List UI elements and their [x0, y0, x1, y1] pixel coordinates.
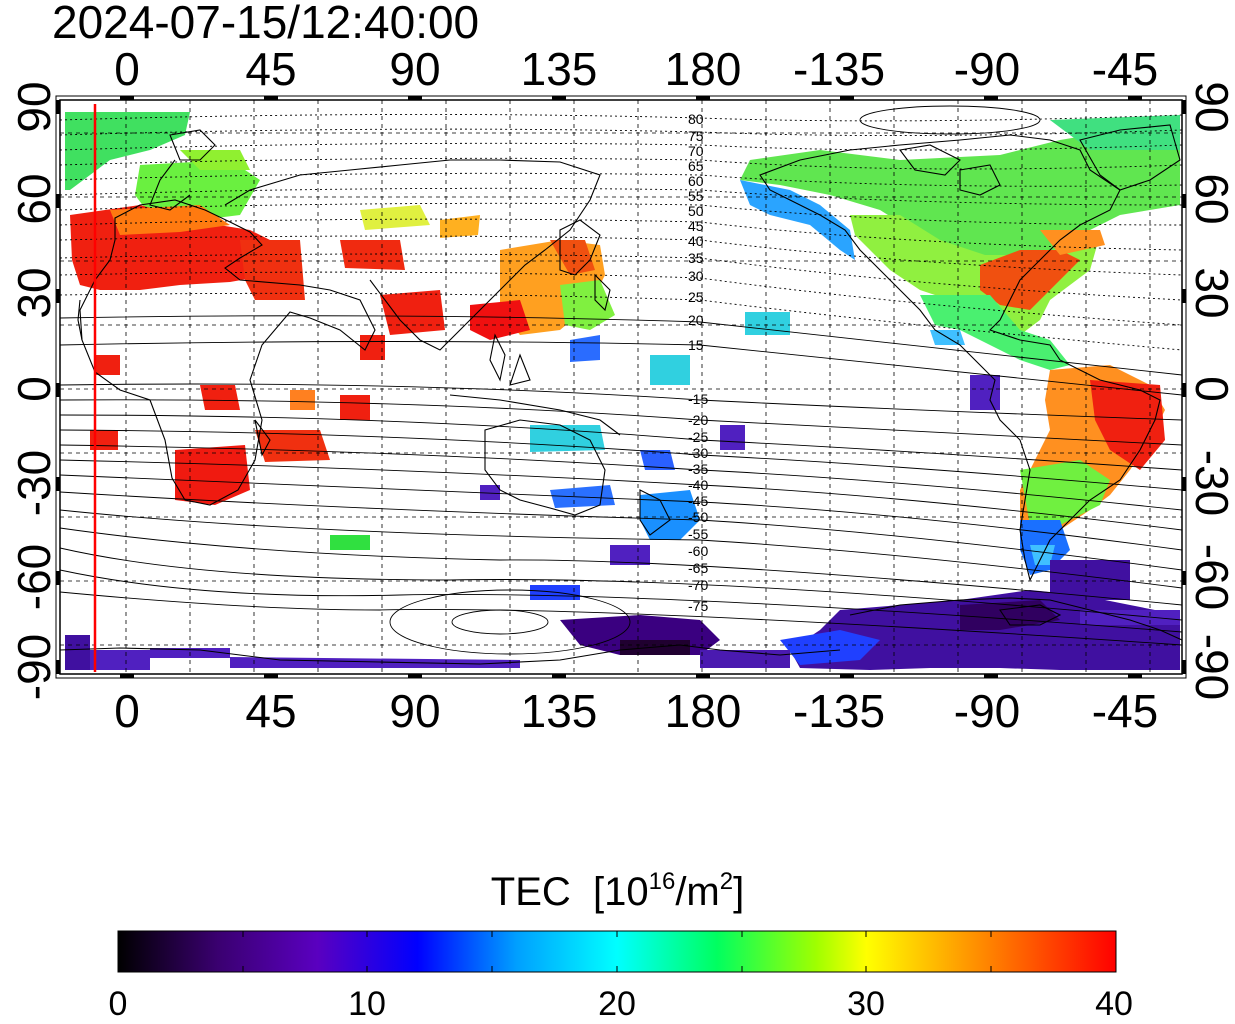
- lon-tick-bottom-45: 45: [245, 685, 297, 737]
- lon-tick-top-135: 135: [520, 43, 598, 95]
- contour-label-n80: 80: [688, 111, 704, 127]
- lon-tick-top-90: 90: [389, 43, 441, 95]
- lat-tick-left-0: 0: [8, 376, 60, 402]
- lon-tick-top-minus90: -90: [953, 43, 1021, 95]
- colorbar-ticks: [242, 931, 992, 972]
- colorbar-tick-label-10: 10: [348, 985, 386, 1023]
- lat-tick-left-60: 60: [8, 173, 60, 225]
- contour-label-s70: -70: [688, 577, 708, 593]
- lon-tick-bottom-135: 135: [520, 685, 598, 737]
- lat-tick-right-0: 0: [1186, 376, 1235, 402]
- timestamp-title: 2024-07-15/12:40:00: [52, 0, 480, 48]
- lon-tick-bottom-90: 90: [389, 685, 441, 737]
- contour-label-s50: -50: [688, 509, 708, 525]
- contour-label-s60: -60: [688, 543, 708, 559]
- lat-tick-right-30: 30: [1186, 267, 1235, 319]
- contour-label-s40: -40: [688, 477, 708, 493]
- contour-label-s20: -20: [688, 412, 708, 428]
- lon-tick-bottom-180: 180: [664, 685, 742, 737]
- lon-tick-top-45: 45: [245, 43, 297, 95]
- lat-tick-left-minus60: -60: [8, 543, 60, 611]
- contour-label-n40: 40: [688, 233, 704, 249]
- lat-tick-right-minus30: -30: [1186, 449, 1235, 517]
- lat-tick-right-minus60: -60: [1186, 543, 1235, 611]
- lat-tick-left-30: 30: [8, 267, 60, 319]
- tec-data-patches: [65, 112, 1180, 670]
- contour-label-n60: 60: [688, 173, 704, 189]
- contour-label-s30: -30: [688, 445, 708, 461]
- contour-label-s25: -25: [688, 429, 708, 445]
- contour-label-n20: 20: [688, 312, 704, 328]
- lat-tick-left-minus90: -90: [8, 633, 60, 701]
- contour-label-n55: 55: [688, 188, 704, 204]
- lat-tick-right-minus90: -90: [1186, 633, 1235, 701]
- colorbar: [117, 930, 1117, 973]
- lon-tick-top-minus135: -135: [792, 43, 886, 95]
- contour-label-n65: 65: [688, 158, 704, 174]
- colorbar-tick-label-20: 20: [598, 985, 636, 1023]
- colorbar-title: TEC [1016/m2]: [490, 868, 745, 915]
- lon-tick-top-0: 0: [114, 43, 140, 95]
- lat-tick-right-90: 90: [1186, 81, 1235, 133]
- contour-label-n75: 75: [688, 128, 704, 144]
- map-grid: [55, 95, 1187, 679]
- lat-tick-right-60: 60: [1186, 173, 1235, 225]
- lon-tick-bottom-minus45: -45: [1091, 685, 1159, 737]
- contour-labels: 80 75 70 65 60 55 50 45 40 35 30 25 20 1…: [688, 111, 708, 614]
- lat-tick-left-90: 90: [8, 81, 60, 133]
- coastlines: [59, 124, 1183, 665]
- contour-label-s65: -65: [688, 560, 708, 576]
- lon-tick-bottom-0: 0: [114, 685, 140, 737]
- contour-label-s75: -75: [688, 598, 708, 614]
- tec-contours: [59, 105, 1183, 655]
- contour-label-n30: 30: [688, 268, 704, 284]
- contour-label-n50: 50: [688, 203, 704, 219]
- contour-label-n70: 70: [688, 143, 704, 159]
- contour-label-s35: -35: [688, 461, 708, 477]
- colorbar-tick-label-30: 30: [847, 985, 885, 1023]
- contour-label-n35: 35: [688, 250, 704, 266]
- contour-label-s55: -55: [688, 526, 708, 542]
- contour-label-n15: 15: [688, 337, 704, 353]
- contour-label-s45: -45: [688, 493, 708, 509]
- lon-tick-top-180: 180: [664, 43, 742, 95]
- lon-tick-bottom-minus90: -90: [953, 685, 1021, 737]
- contour-label-n45: 45: [688, 218, 704, 234]
- lon-tick-top-minus45: -45: [1091, 43, 1159, 95]
- contour-label-n25: 25: [688, 289, 704, 305]
- lon-tick-bottom-minus135: -135: [792, 685, 886, 737]
- contour-label-s15: -15: [688, 391, 708, 407]
- colorbar-tick-label-40: 40: [1095, 985, 1133, 1023]
- colorbar-tick-label-0: 0: [108, 985, 128, 1023]
- lat-tick-left-minus30: -30: [8, 449, 60, 517]
